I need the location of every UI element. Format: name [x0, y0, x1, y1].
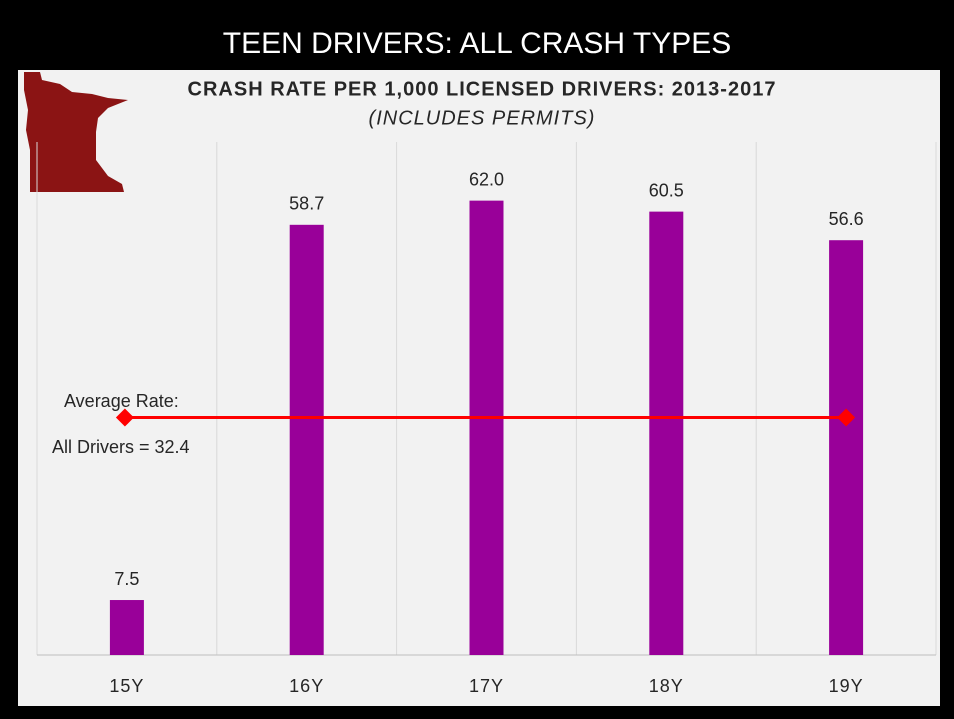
x-tick-label: 17Y — [469, 676, 504, 696]
x-tick-label: 18Y — [649, 676, 684, 696]
bar — [469, 200, 504, 655]
reference-label: All Drivers = 32.4 — [52, 437, 190, 457]
value-label: 56.6 — [829, 209, 864, 229]
chart-title: CRASH RATE PER 1,000 LICENSED DRIVERS: 2… — [188, 78, 777, 100]
x-tick-label: 15Y — [109, 676, 144, 696]
state-map — [24, 72, 128, 192]
value-label: 7.5 — [114, 569, 139, 589]
bar — [109, 600, 144, 655]
x-tick-label: 16Y — [289, 676, 324, 696]
value-label: 62.0 — [469, 169, 504, 189]
value-label: 60.5 — [649, 180, 684, 200]
bar — [649, 211, 684, 655]
x-tick-label: 19Y — [829, 676, 864, 696]
bar — [829, 240, 864, 655]
reference-marker — [115, 408, 134, 427]
reference-marker — [837, 408, 856, 427]
value-label: 58.7 — [289, 194, 324, 214]
reference-title: Average Rate: — [64, 391, 179, 411]
bar — [289, 224, 324, 655]
heading: TEEN DRIVERS: ALL CRASH TYPES — [223, 27, 732, 60]
chart-subtitle: (INCLUDES PERMITS) — [369, 107, 596, 129]
